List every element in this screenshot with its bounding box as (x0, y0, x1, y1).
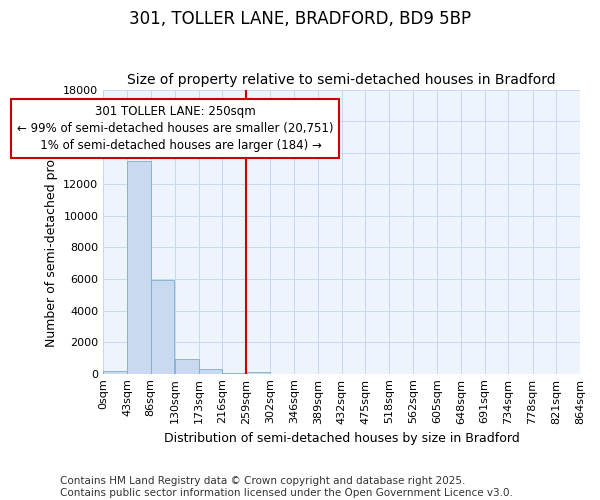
Bar (246, 372, 270, 374)
Bar (175, 358, 199, 374)
Text: 301, TOLLER LANE, BRADFORD, BD9 5BP: 301, TOLLER LANE, BRADFORD, BD9 5BP (129, 10, 471, 28)
Bar (127, 160, 151, 374)
Text: 301 TOLLER LANE: 250sqm
← 99% of semi-detached houses are smaller (20,751)
   1%: 301 TOLLER LANE: 250sqm ← 99% of semi-de… (17, 106, 333, 152)
Bar (103, 370, 127, 374)
Bar (151, 280, 175, 374)
Y-axis label: Number of semi-detached properties: Number of semi-detached properties (45, 116, 58, 348)
Bar (199, 369, 223, 374)
Text: Contains HM Land Registry data © Crown copyright and database right 2025.
Contai: Contains HM Land Registry data © Crown c… (60, 476, 513, 498)
Bar (223, 373, 246, 374)
X-axis label: Distribution of semi-detached houses by size in Bradford: Distribution of semi-detached houses by … (164, 432, 520, 445)
Title: Size of property relative to semi-detached houses in Bradford: Size of property relative to semi-detach… (127, 73, 556, 87)
